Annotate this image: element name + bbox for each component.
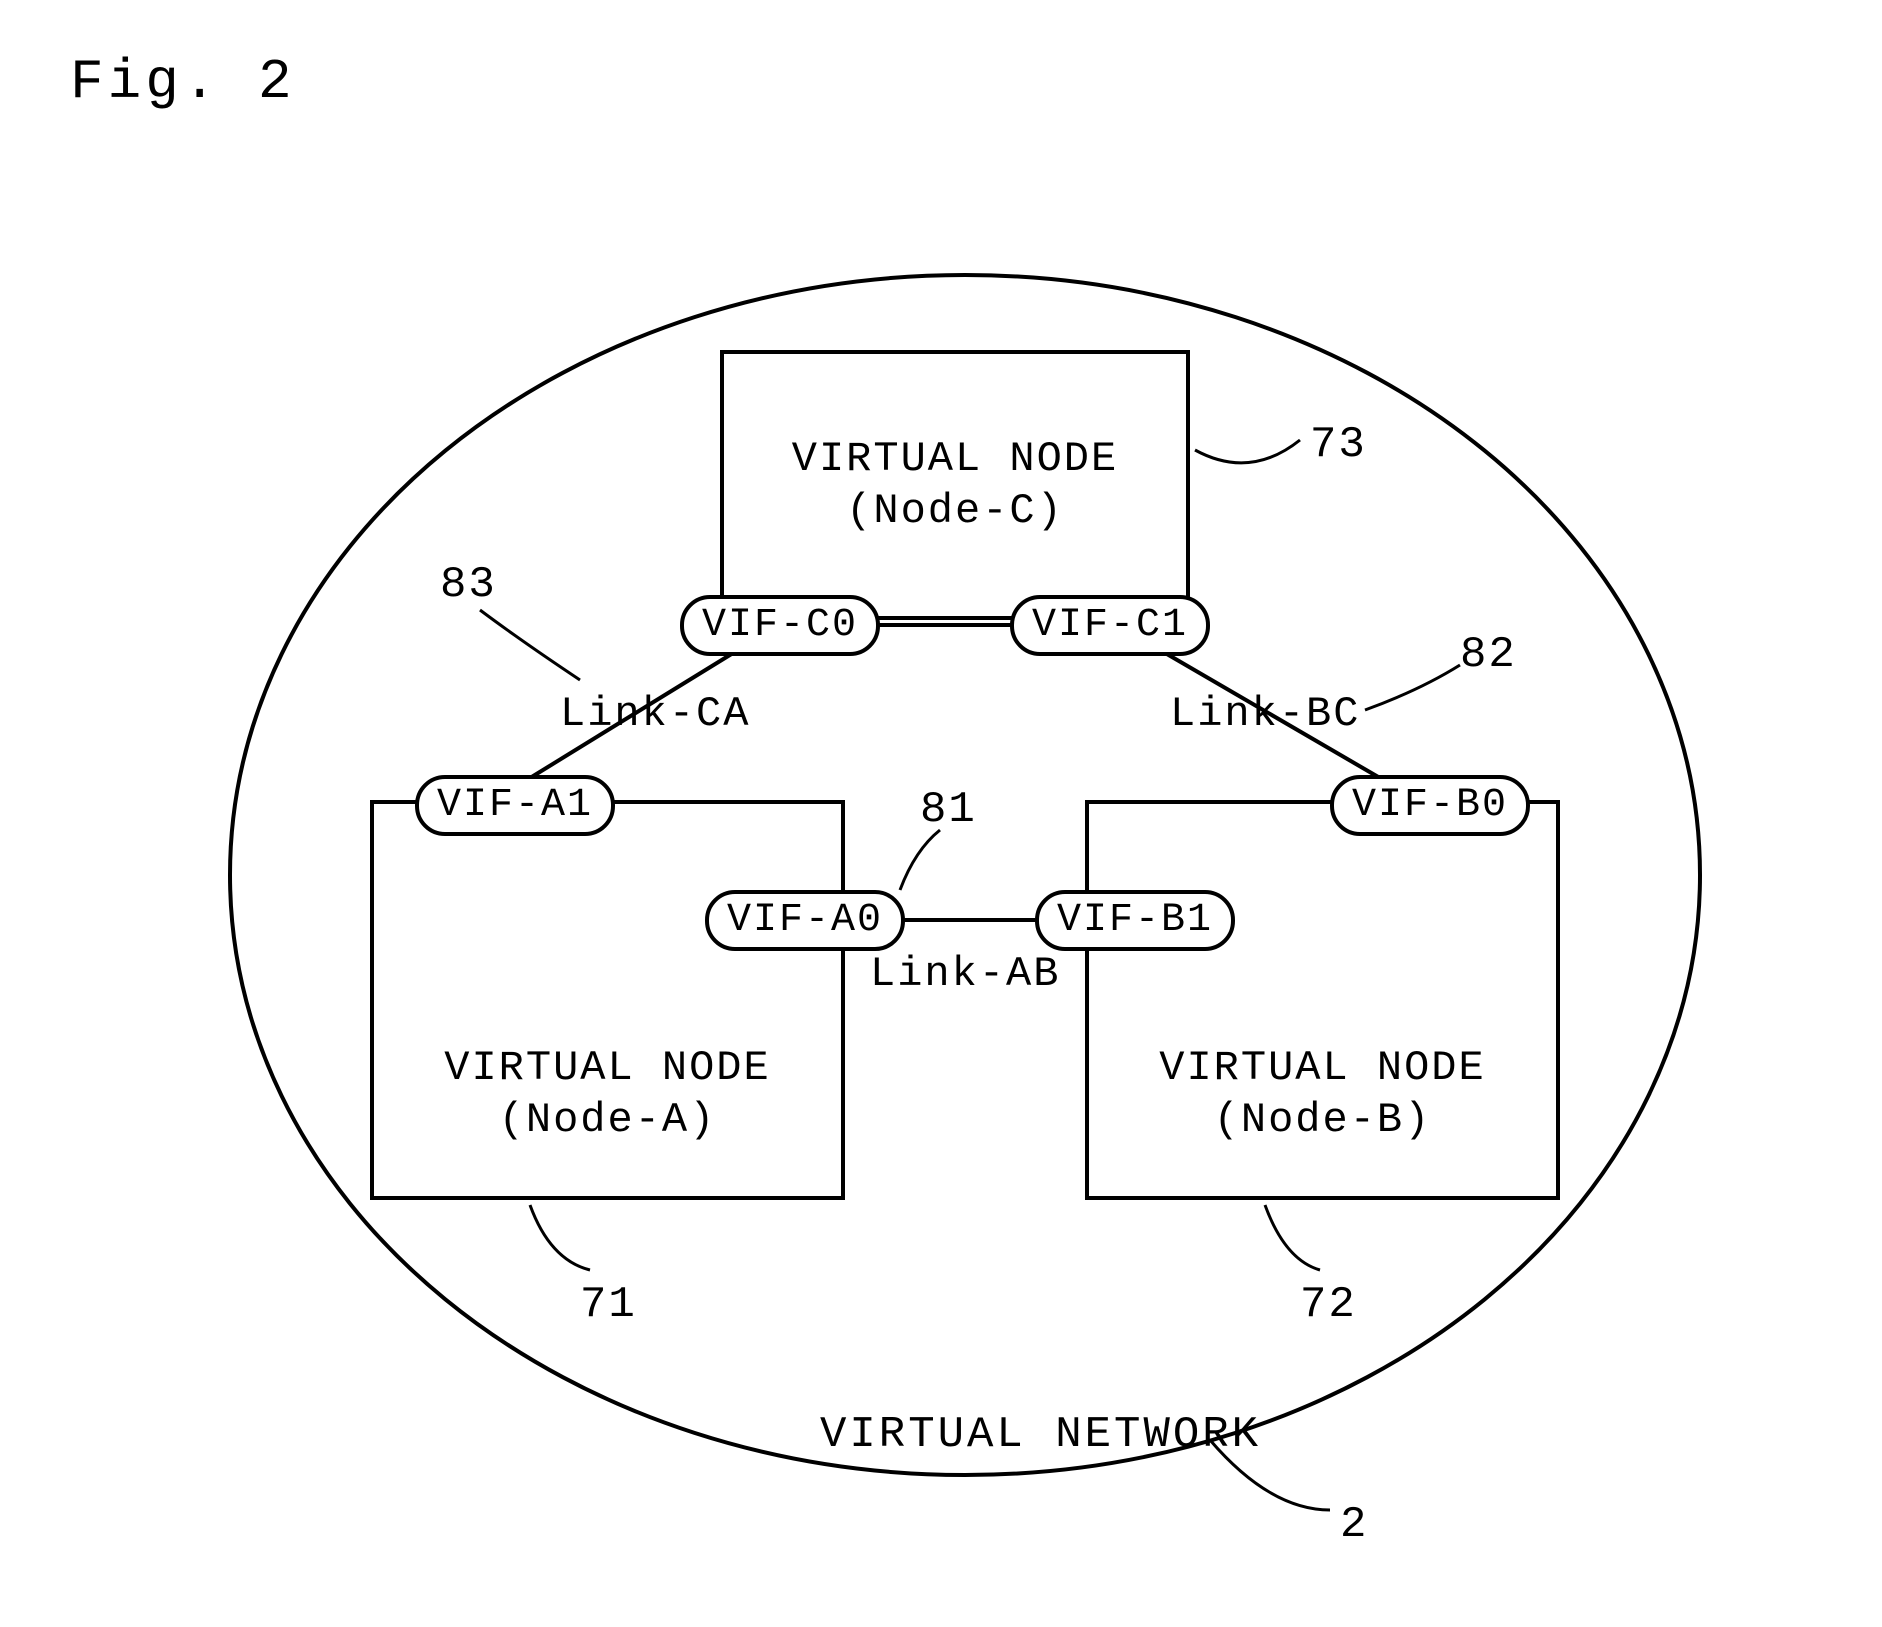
link-ca-ref: 83 <box>440 560 497 610</box>
link-ab-leader <box>900 830 940 890</box>
node-b-ref: 72 <box>1300 1280 1357 1330</box>
node-a-subtitle: (Node-A) <box>499 1096 717 1144</box>
link-bc-leader <box>1365 665 1460 710</box>
node-b-title: VIRTUAL NODE <box>1159 1044 1485 1092</box>
node-c-subtitle: (Node-C) <box>846 487 1064 535</box>
vif-b0: VIF-B0 <box>1330 775 1530 836</box>
vif-b1: VIF-B1 <box>1035 890 1235 951</box>
link-ca-leader <box>480 610 580 680</box>
figure-label: Fig. 2 <box>70 50 296 114</box>
node-a-title: VIRTUAL NODE <box>444 1044 770 1092</box>
node-c-leader <box>1195 440 1300 463</box>
link-ca-label: Link-CA <box>560 690 750 738</box>
node-c-ref: 73 <box>1310 420 1367 470</box>
vif-c1: VIF-C1 <box>1010 595 1210 656</box>
diagram-container: VIRTUAL NODE(Node-C)73VIRTUAL NODE(Node-… <box>200 220 1730 1540</box>
network-label: VIRTUAL NETWORK <box>820 1410 1261 1460</box>
vif-a0: VIF-A0 <box>705 890 905 951</box>
vif-c0: VIF-C0 <box>680 595 880 656</box>
node-a: VIRTUAL NODE(Node-A) <box>370 800 845 1200</box>
network-ref: 2 <box>1340 1500 1368 1550</box>
link-ab-ref: 81 <box>920 785 977 835</box>
node-c: VIRTUAL NODE(Node-C) <box>720 350 1190 620</box>
node-b: VIRTUAL NODE(Node-B) <box>1085 800 1560 1200</box>
node-a-leader <box>530 1205 590 1270</box>
vif-a1: VIF-A1 <box>415 775 615 836</box>
link-ab-label: Link-AB <box>870 950 1060 998</box>
link-bc-ref: 82 <box>1460 630 1517 680</box>
node-b-subtitle: (Node-B) <box>1214 1096 1432 1144</box>
node-b-leader <box>1265 1205 1320 1270</box>
link-bc-label: Link-BC <box>1170 690 1360 738</box>
node-c-title: VIRTUAL NODE <box>792 435 1118 483</box>
node-a-ref: 71 <box>580 1280 637 1330</box>
